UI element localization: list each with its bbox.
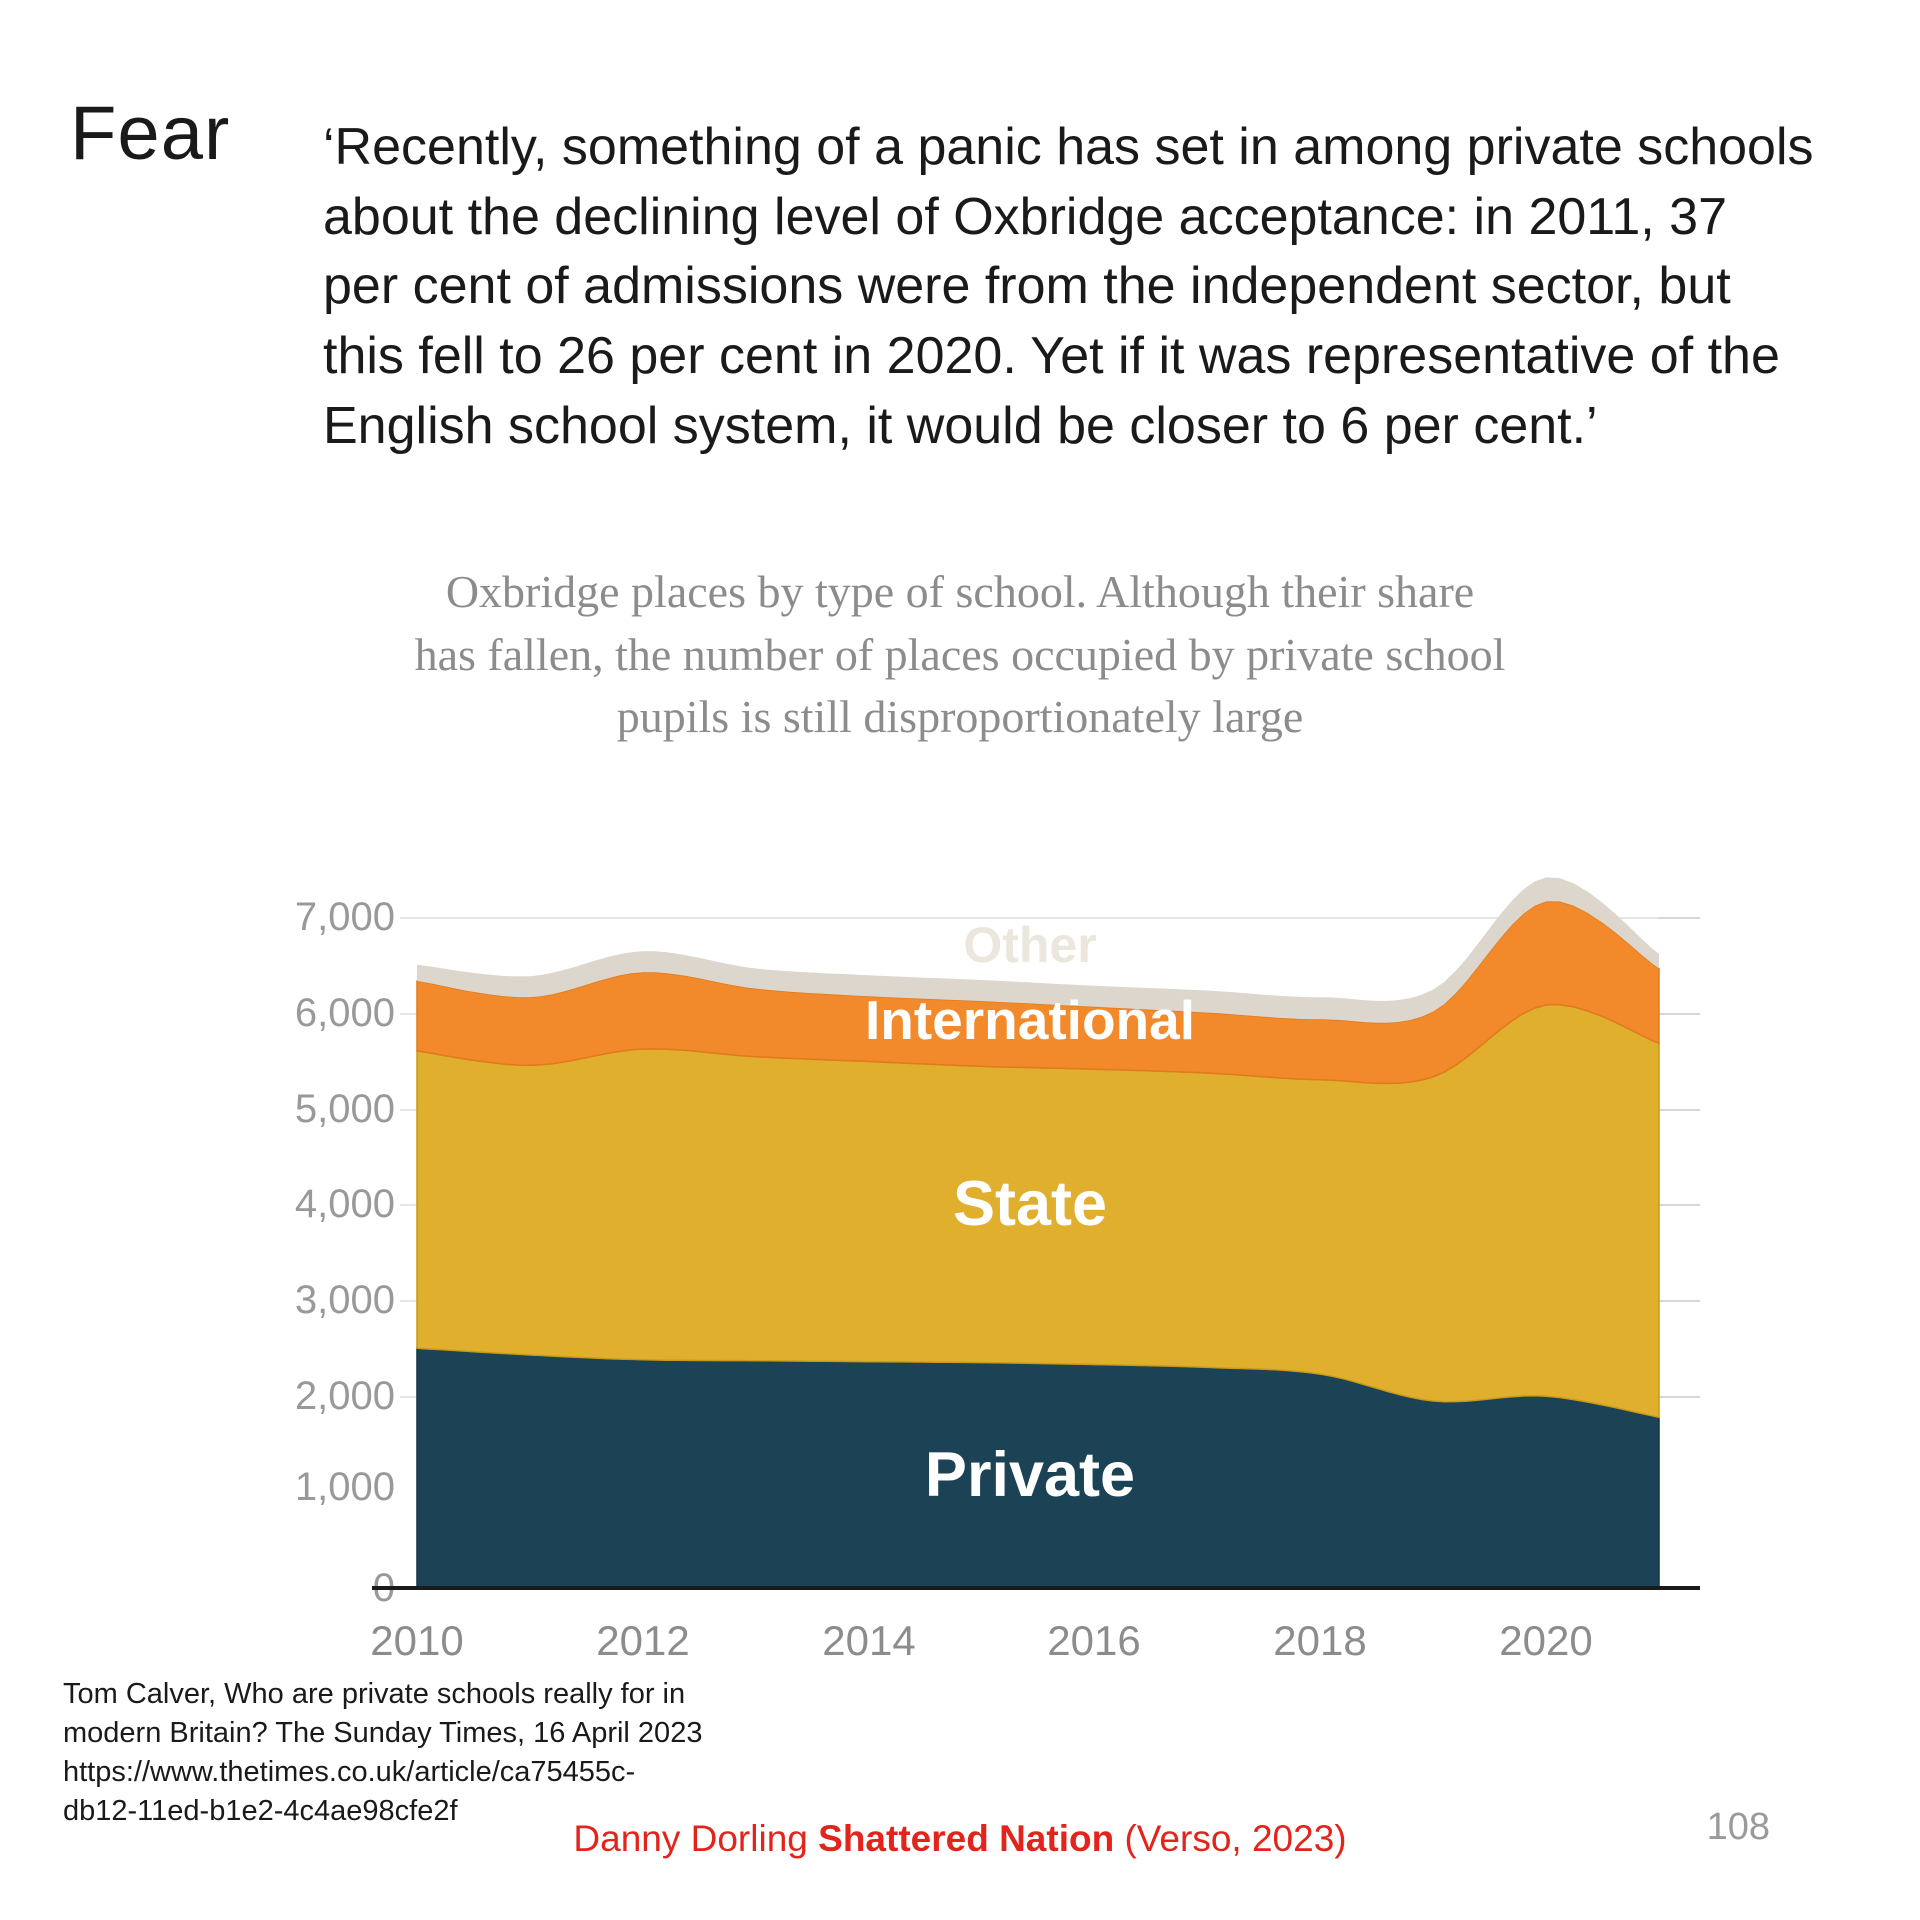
svg-text:2016: 2016: [1047, 1617, 1140, 1664]
svg-text:1,000: 1,000: [295, 1465, 395, 1509]
svg-text:3,000: 3,000: [295, 1278, 395, 1322]
svg-text:2018: 2018: [1273, 1617, 1366, 1664]
svg-text:6,000: 6,000: [295, 991, 395, 1035]
svg-text:2020: 2020: [1499, 1617, 1592, 1664]
svg-text:7,000: 7,000: [295, 895, 395, 939]
svg-text:2012: 2012: [596, 1617, 689, 1664]
svg-text:2014: 2014: [822, 1617, 915, 1664]
svg-text:4,000: 4,000: [295, 1182, 395, 1226]
svg-text:State: State: [953, 1169, 1107, 1239]
svg-text:Private: Private: [925, 1440, 1135, 1510]
svg-text:5,000: 5,000: [295, 1087, 395, 1131]
svg-text:2010: 2010: [370, 1617, 463, 1664]
svg-text:International: International: [865, 989, 1195, 1051]
svg-text:2,000: 2,000: [295, 1374, 395, 1418]
svg-text:Other: Other: [963, 917, 1096, 973]
